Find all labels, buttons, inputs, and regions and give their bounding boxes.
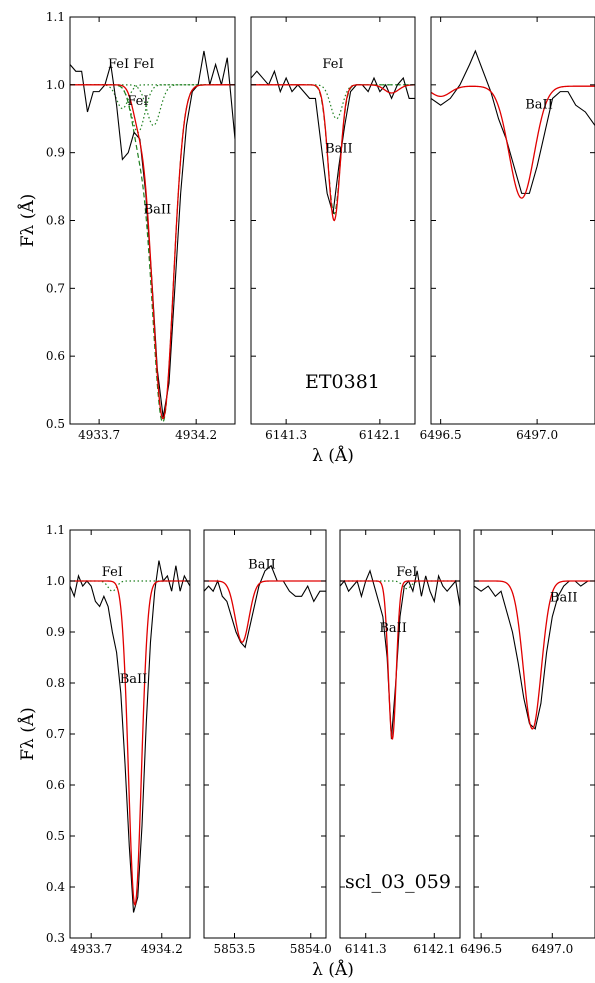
star-name: scl_03_059 — [345, 871, 451, 893]
panel-1-3: 6496.5 6497.0 BaII — [420, 16, 595, 442]
line-id-label: BaII — [525, 98, 553, 113]
x-tick-label: 6496.5 — [420, 428, 462, 442]
star-name: ET0381 — [305, 371, 380, 393]
synthetic-spectrum — [204, 580, 326, 643]
panel-2-4: 6496.5 6497.0 BaII — [460, 529, 595, 956]
panel-frame — [430, 16, 595, 425]
line-id-label: FeI — [102, 565, 123, 580]
blend-total-curve — [70, 84, 235, 423]
plot-area — [474, 580, 595, 730]
fe-blend-curve — [70, 84, 235, 110]
panel-2-1: 4933.7 4934.2 FeI BaII — [69, 529, 191, 956]
line-id-label: FeI — [108, 57, 129, 72]
synthetic-spectrum — [70, 580, 190, 907]
y-tick-label: 0.7 — [46, 727, 65, 741]
panel-2-2: 5853.5 5854.0 BaII — [203, 529, 332, 956]
y-tick-label: 1.0 — [46, 78, 65, 92]
observed-spectrum — [70, 50, 235, 418]
observed-spectrum — [431, 49, 595, 194]
line-id-label: BaII — [325, 142, 353, 157]
y-tick-label: 1.1 — [46, 523, 65, 537]
y-tick-label: 0.4 — [46, 880, 65, 894]
x-tick-label: 5854.0 — [290, 942, 332, 956]
y-tick-label: 0.9 — [46, 625, 65, 639]
synthetic-spectrum — [251, 84, 415, 222]
fe-blend-curve — [251, 84, 415, 120]
x-tick-label: 6142.1 — [359, 428, 401, 442]
fe-blend-curve — [70, 84, 235, 127]
y-tick-label: 0.3 — [46, 931, 65, 945]
y-tick-label: 0.6 — [46, 778, 65, 792]
panel-1-2: 6141.3 6142.1 FeI BaII — [250, 16, 416, 442]
synthetic-spectrum — [474, 580, 595, 730]
line-id-label: BaII — [120, 672, 148, 687]
x-tick-label: 4933.7 — [70, 942, 112, 956]
synthetic-spectrum — [70, 84, 235, 420]
x-tick-label: 4933.7 — [78, 428, 120, 442]
plot-area — [251, 69, 415, 222]
line-id-label: FeI — [133, 57, 154, 72]
line-id-label: BaII — [550, 590, 578, 605]
x-tick-label: 4934.2 — [141, 942, 183, 956]
x-tick-label: 5853.5 — [214, 942, 256, 956]
y-tick-label: 0.6 — [46, 349, 65, 363]
x-axis-title: λ (Å) — [312, 445, 354, 466]
x-tick-label: 4934.2 — [175, 428, 217, 442]
y-axis-title: Fλ (Å) — [17, 194, 38, 248]
y-tick-label: 0.5 — [46, 829, 65, 843]
panel-frame — [250, 16, 416, 425]
panel-1-1: 4933.7 4934.2 FeI FeI FeI BaII — [69, 16, 236, 442]
plot-area — [204, 564, 326, 649]
line-id-label: FeI — [396, 565, 417, 580]
observed-spectrum — [204, 564, 326, 649]
line-id-label: FeI — [127, 94, 148, 109]
observed-spectrum — [70, 560, 190, 913]
x-tick-label: 6496.5 — [460, 942, 502, 956]
plot-area — [70, 560, 190, 913]
x-axis-title: λ (Å) — [312, 959, 354, 980]
x-tick-label: 6141.3 — [265, 428, 307, 442]
synthetic-spectrum — [340, 580, 460, 740]
y-tick-label: 0.8 — [46, 676, 65, 690]
y-tick-label: 0.5 — [46, 417, 65, 431]
line-id-label: BaII — [248, 557, 276, 572]
x-tick-label: 6142.1 — [413, 942, 455, 956]
x-tick-label: 6497.0 — [531, 942, 573, 956]
x-tick-label: 6497.0 — [516, 428, 558, 442]
plot-area — [431, 49, 595, 199]
y-tick-label: 1.1 — [46, 10, 65, 24]
panel-2-3: 6141.3 6142.1 FeI BaII — [339, 529, 461, 956]
observed-spectrum — [340, 569, 460, 740]
plot-area — [70, 50, 235, 423]
y-tick-label: 0.7 — [46, 281, 65, 295]
synthetic-spectrum — [431, 85, 595, 199]
panel-frame — [203, 529, 327, 939]
y-axis-title: Fλ (Å) — [17, 707, 38, 761]
panel-frame — [69, 16, 236, 425]
line-id-label: FeI — [322, 57, 343, 72]
line-id-label: BaII — [144, 203, 172, 218]
plot-area — [340, 569, 460, 740]
x-tick-label: 6141.3 — [345, 942, 387, 956]
y-tick-label: 0.8 — [46, 214, 65, 228]
y-tick-label: 0.9 — [46, 146, 65, 160]
line-id-label: BaII — [379, 621, 407, 636]
y-tick-label: 1.0 — [46, 574, 65, 588]
